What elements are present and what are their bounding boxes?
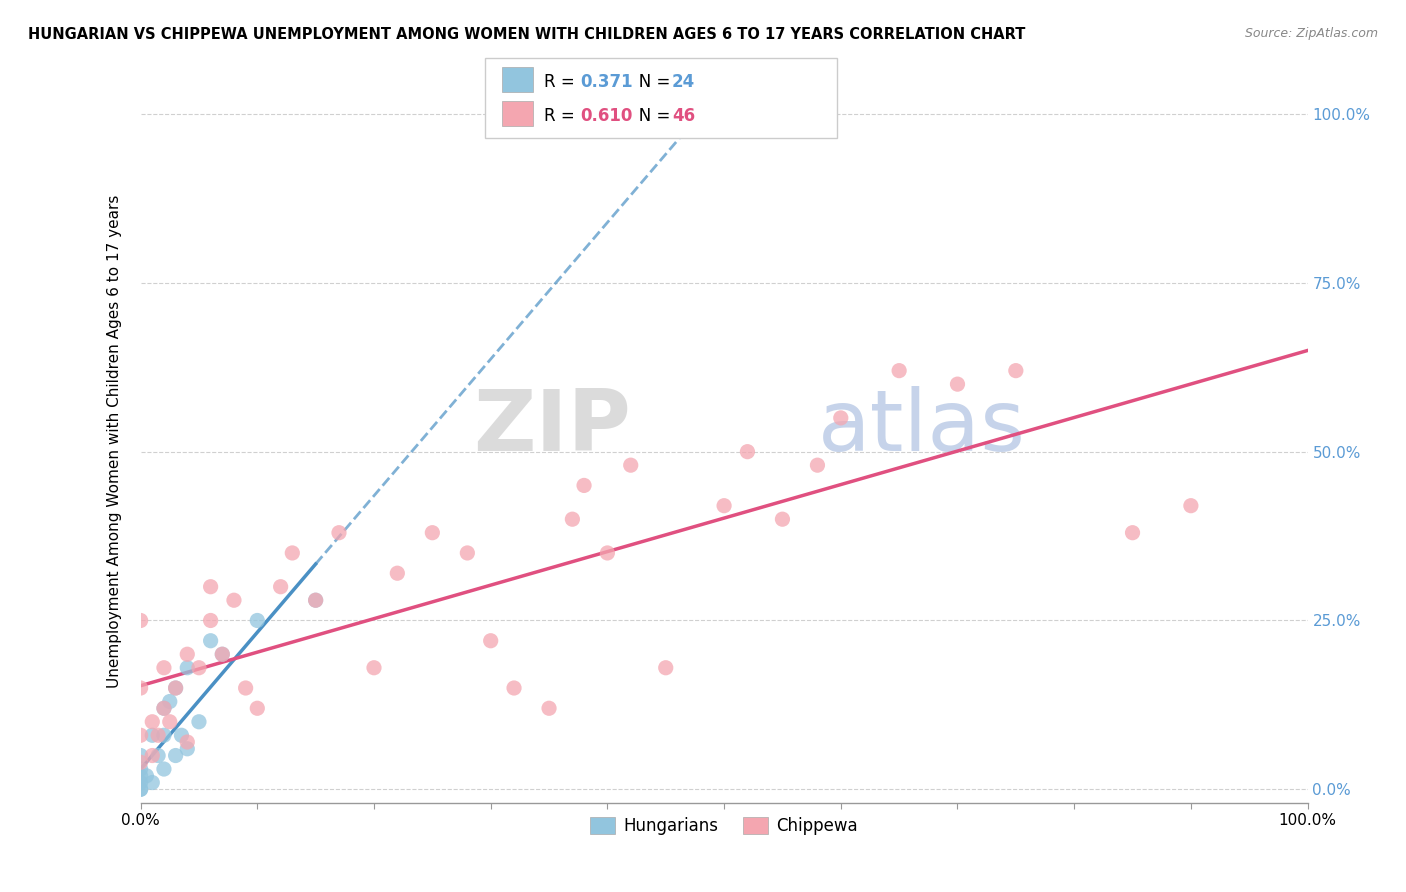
Point [141,728,163,742]
Point [211,647,233,661]
Point [153,728,176,742]
Text: N =: N = [623,73,675,91]
Point [176,661,198,675]
Point [146,728,169,742]
Point [129,762,152,776]
Point [129,756,152,770]
Point [153,762,176,776]
Point [176,647,198,661]
Point [153,701,176,715]
Point [246,701,269,715]
Point [456,546,478,560]
Point [176,741,198,756]
Point [246,614,269,628]
Point [946,377,969,392]
Point [270,580,292,594]
Point [129,748,152,763]
Point [596,546,619,560]
Point [129,681,152,695]
Text: N =: N = [623,107,675,125]
Point [305,593,328,607]
Point [561,512,583,526]
Legend: Hungarians, Chippewa: Hungarians, Chippewa [583,810,865,841]
Point [235,681,257,695]
Point [165,681,187,695]
Point [129,775,152,789]
Point [772,512,794,526]
Point [165,681,187,695]
Point [153,701,176,715]
Point [153,661,176,675]
Point [422,525,444,540]
Point [889,364,911,378]
Text: 0.610: 0.610 [581,107,633,125]
Point [537,701,560,715]
Point [830,411,852,425]
Point [129,614,152,628]
Point [159,714,181,729]
Point [141,748,163,763]
Point [200,580,222,594]
Point [170,728,193,742]
Point [211,647,233,661]
Point [479,633,502,648]
Text: ZIP: ZIP [472,385,631,468]
Point [159,694,181,708]
Point [188,661,211,675]
Point [806,458,828,472]
Point [146,748,169,763]
Point [141,714,163,729]
Point [129,782,152,797]
Text: atlas: atlas [817,385,1025,468]
Text: 46: 46 [672,107,695,125]
Point [503,681,526,695]
Point [305,593,328,607]
Point [1180,499,1202,513]
Point [363,661,385,675]
Point [655,661,678,675]
Text: HUNGARIAN VS CHIPPEWA UNEMPLOYMENT AMONG WOMEN WITH CHILDREN AGES 6 TO 17 YEARS : HUNGARIAN VS CHIPPEWA UNEMPLOYMENT AMONG… [28,27,1025,42]
Y-axis label: Unemployment Among Women with Children Ages 6 to 17 years: Unemployment Among Women with Children A… [107,194,122,689]
Point [387,566,409,581]
Point [222,593,245,607]
Point [141,775,163,789]
Text: 0.371: 0.371 [581,73,633,91]
Point [129,769,152,783]
Text: R =: R = [544,107,581,125]
Point [1122,525,1144,540]
Text: Source: ZipAtlas.com: Source: ZipAtlas.com [1244,27,1378,40]
Point [737,444,759,458]
Point [200,633,222,648]
Point [165,748,187,763]
Point [620,458,643,472]
Point [129,728,152,742]
Point [328,525,350,540]
Point [200,614,222,628]
Text: 24: 24 [672,73,696,91]
Point [129,782,152,797]
Point [176,735,198,749]
Point [135,769,157,783]
Point [713,499,735,513]
Text: R =: R = [544,73,581,91]
Point [188,714,211,729]
Point [572,478,595,492]
Point [281,546,304,560]
Point [1005,364,1028,378]
